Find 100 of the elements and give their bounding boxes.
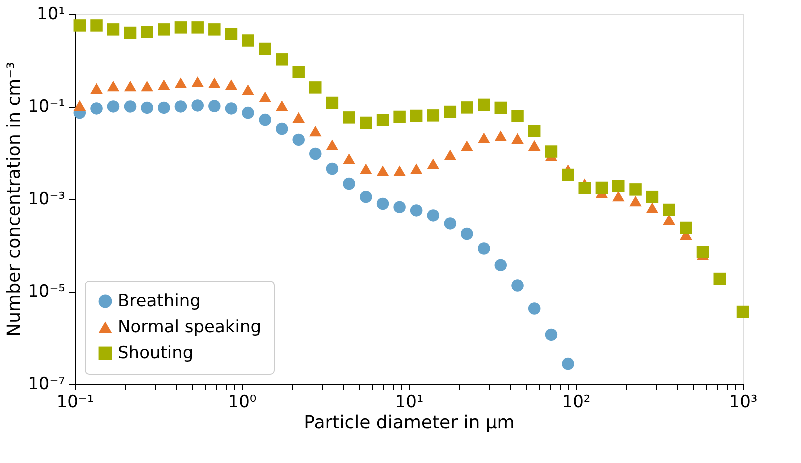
point — [360, 116, 372, 130]
point — [343, 154, 356, 164]
point — [107, 24, 120, 36]
point — [276, 100, 288, 112]
point — [90, 102, 103, 115]
point — [427, 158, 440, 170]
point — [528, 140, 541, 152]
point — [410, 110, 423, 122]
point — [444, 218, 457, 230]
point — [259, 42, 272, 56]
point — [174, 78, 188, 88]
legend-label: Shouting — [118, 344, 194, 364]
point — [208, 24, 221, 36]
point — [461, 102, 474, 114]
y-axis-title: Number concentration in cm⁻³ — [4, 62, 26, 337]
point — [174, 100, 188, 113]
point — [696, 246, 710, 258]
point — [90, 20, 103, 32]
point — [124, 26, 137, 40]
point — [310, 126, 322, 137]
point — [225, 102, 238, 115]
point — [259, 114, 272, 126]
point — [461, 228, 474, 240]
point — [494, 102, 508, 114]
point — [141, 102, 154, 114]
x-tick-label: 10¹ — [395, 392, 424, 412]
point — [478, 98, 490, 112]
point — [630, 184, 642, 196]
point — [192, 76, 204, 88]
point — [326, 140, 339, 150]
point — [545, 146, 558, 158]
point — [512, 110, 524, 122]
point — [528, 302, 541, 315]
point — [208, 78, 221, 88]
point — [562, 358, 574, 370]
point — [225, 28, 238, 40]
y-tick-label: 10¹ — [37, 4, 66, 24]
point — [646, 190, 659, 204]
point — [512, 280, 524, 292]
point — [394, 201, 406, 214]
point — [545, 328, 558, 342]
point — [630, 196, 642, 207]
point — [158, 24, 170, 36]
point — [612, 180, 625, 192]
point — [292, 112, 305, 123]
point — [124, 81, 137, 92]
point — [596, 182, 608, 194]
point — [74, 20, 86, 32]
point — [360, 190, 372, 204]
point — [376, 198, 390, 210]
point — [444, 150, 457, 160]
point — [310, 82, 322, 94]
point — [74, 100, 86, 112]
point — [90, 83, 103, 94]
point — [478, 132, 490, 144]
point — [360, 164, 372, 174]
point — [124, 100, 137, 113]
point — [292, 66, 305, 78]
y-tick-label: 10⁻³ — [28, 190, 66, 210]
point — [208, 100, 221, 112]
point — [310, 148, 322, 160]
point — [192, 22, 204, 34]
point — [343, 178, 356, 190]
point — [158, 102, 170, 114]
point — [242, 34, 254, 47]
point — [578, 182, 591, 194]
point — [376, 114, 390, 126]
x-tick-label: 10³ — [729, 392, 758, 412]
point — [427, 110, 440, 122]
point — [376, 166, 390, 176]
y-tick-label: 10⁻⁵ — [28, 282, 66, 302]
point — [158, 80, 170, 90]
point — [663, 204, 676, 216]
point — [276, 122, 288, 136]
point — [276, 54, 288, 66]
point — [326, 162, 339, 176]
point — [494, 130, 508, 142]
point — [242, 84, 254, 96]
x-axis-title: Particle diameter in µm — [304, 412, 515, 434]
point — [494, 259, 508, 272]
point — [444, 106, 457, 118]
point — [107, 100, 120, 113]
point — [562, 168, 574, 182]
point — [326, 96, 339, 110]
point — [478, 242, 490, 255]
legend-label: Normal speaking — [118, 318, 262, 338]
point — [141, 81, 154, 92]
point — [394, 166, 406, 176]
x-tick-label: 10⁰ — [228, 392, 257, 412]
point — [714, 272, 726, 286]
point — [225, 80, 238, 90]
y-tick-label: 10⁻¹ — [28, 97, 66, 117]
point — [410, 164, 423, 174]
point — [242, 106, 254, 120]
point — [394, 110, 406, 124]
x-tick-label: 10⁻¹ — [56, 392, 94, 412]
point — [107, 81, 120, 92]
point — [174, 22, 188, 34]
point — [427, 210, 440, 222]
point — [259, 92, 272, 102]
